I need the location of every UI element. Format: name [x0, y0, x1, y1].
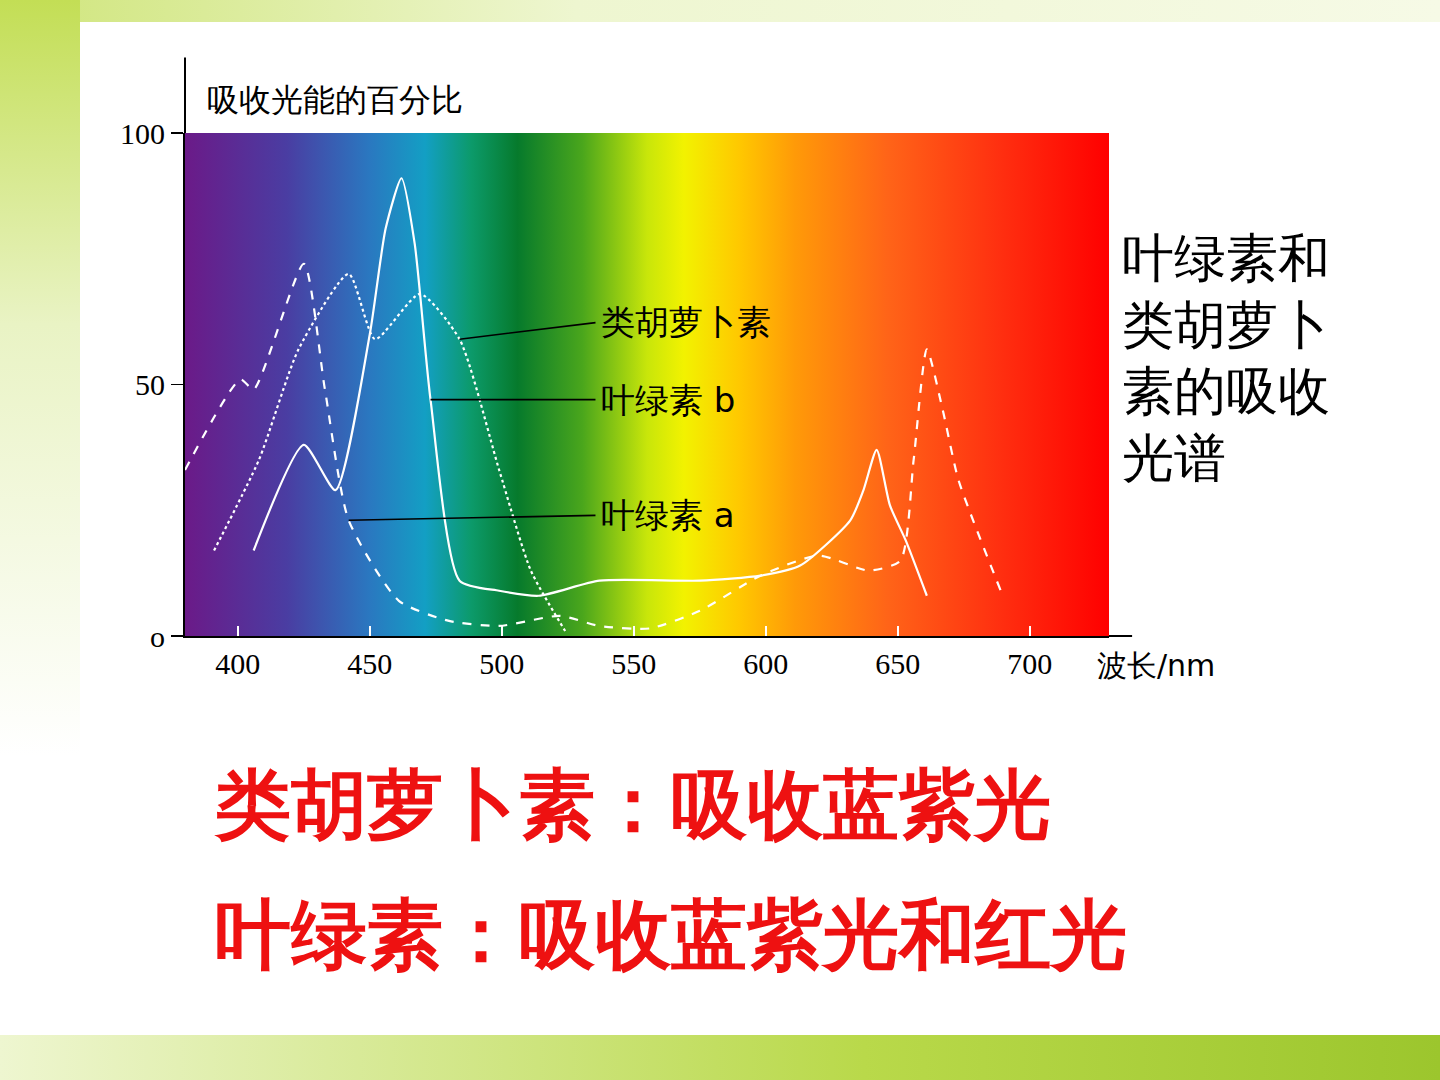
svg-text:叶绿素 b: 叶绿素 b	[601, 380, 735, 420]
html-text:类胡萝卜: 类胡萝卜	[1122, 294, 1330, 355]
svg-text:波长/nm: 波长/nm	[1097, 648, 1215, 683]
html-text:素的吸收: 素的吸收	[1122, 361, 1330, 422]
html-text:叶绿素：吸收蓝紫光和红光: 叶绿素：吸收蓝紫光和红光	[215, 890, 1127, 979]
svg-text:o: o	[150, 620, 165, 653]
svg-text:600: 600	[743, 647, 788, 680]
svg-text:50: 50	[135, 368, 165, 401]
svg-text:550: 550	[611, 647, 656, 680]
svg-text:400: 400	[215, 647, 260, 680]
svg-text:吸收光能的百分比: 吸收光能的百分比	[207, 81, 463, 119]
svg-text:700: 700	[1007, 647, 1052, 680]
svg-text:500: 500	[479, 647, 524, 680]
html-text:类胡萝卜素：吸收蓝紫光: 类胡萝卜素：吸收蓝紫光	[215, 760, 1051, 849]
svg-text:650: 650	[875, 647, 920, 680]
html-text:叶绿素和: 叶绿素和	[1122, 228, 1330, 288]
svg-text:100: 100	[120, 117, 165, 150]
svg-text:叶绿素 a: 叶绿素 a	[601, 495, 735, 535]
svg-text:类胡萝卜素: 类胡萝卜素	[601, 302, 771, 342]
svg-text:450: 450	[347, 647, 392, 680]
html-text:光谱: 光谱	[1122, 427, 1226, 488]
